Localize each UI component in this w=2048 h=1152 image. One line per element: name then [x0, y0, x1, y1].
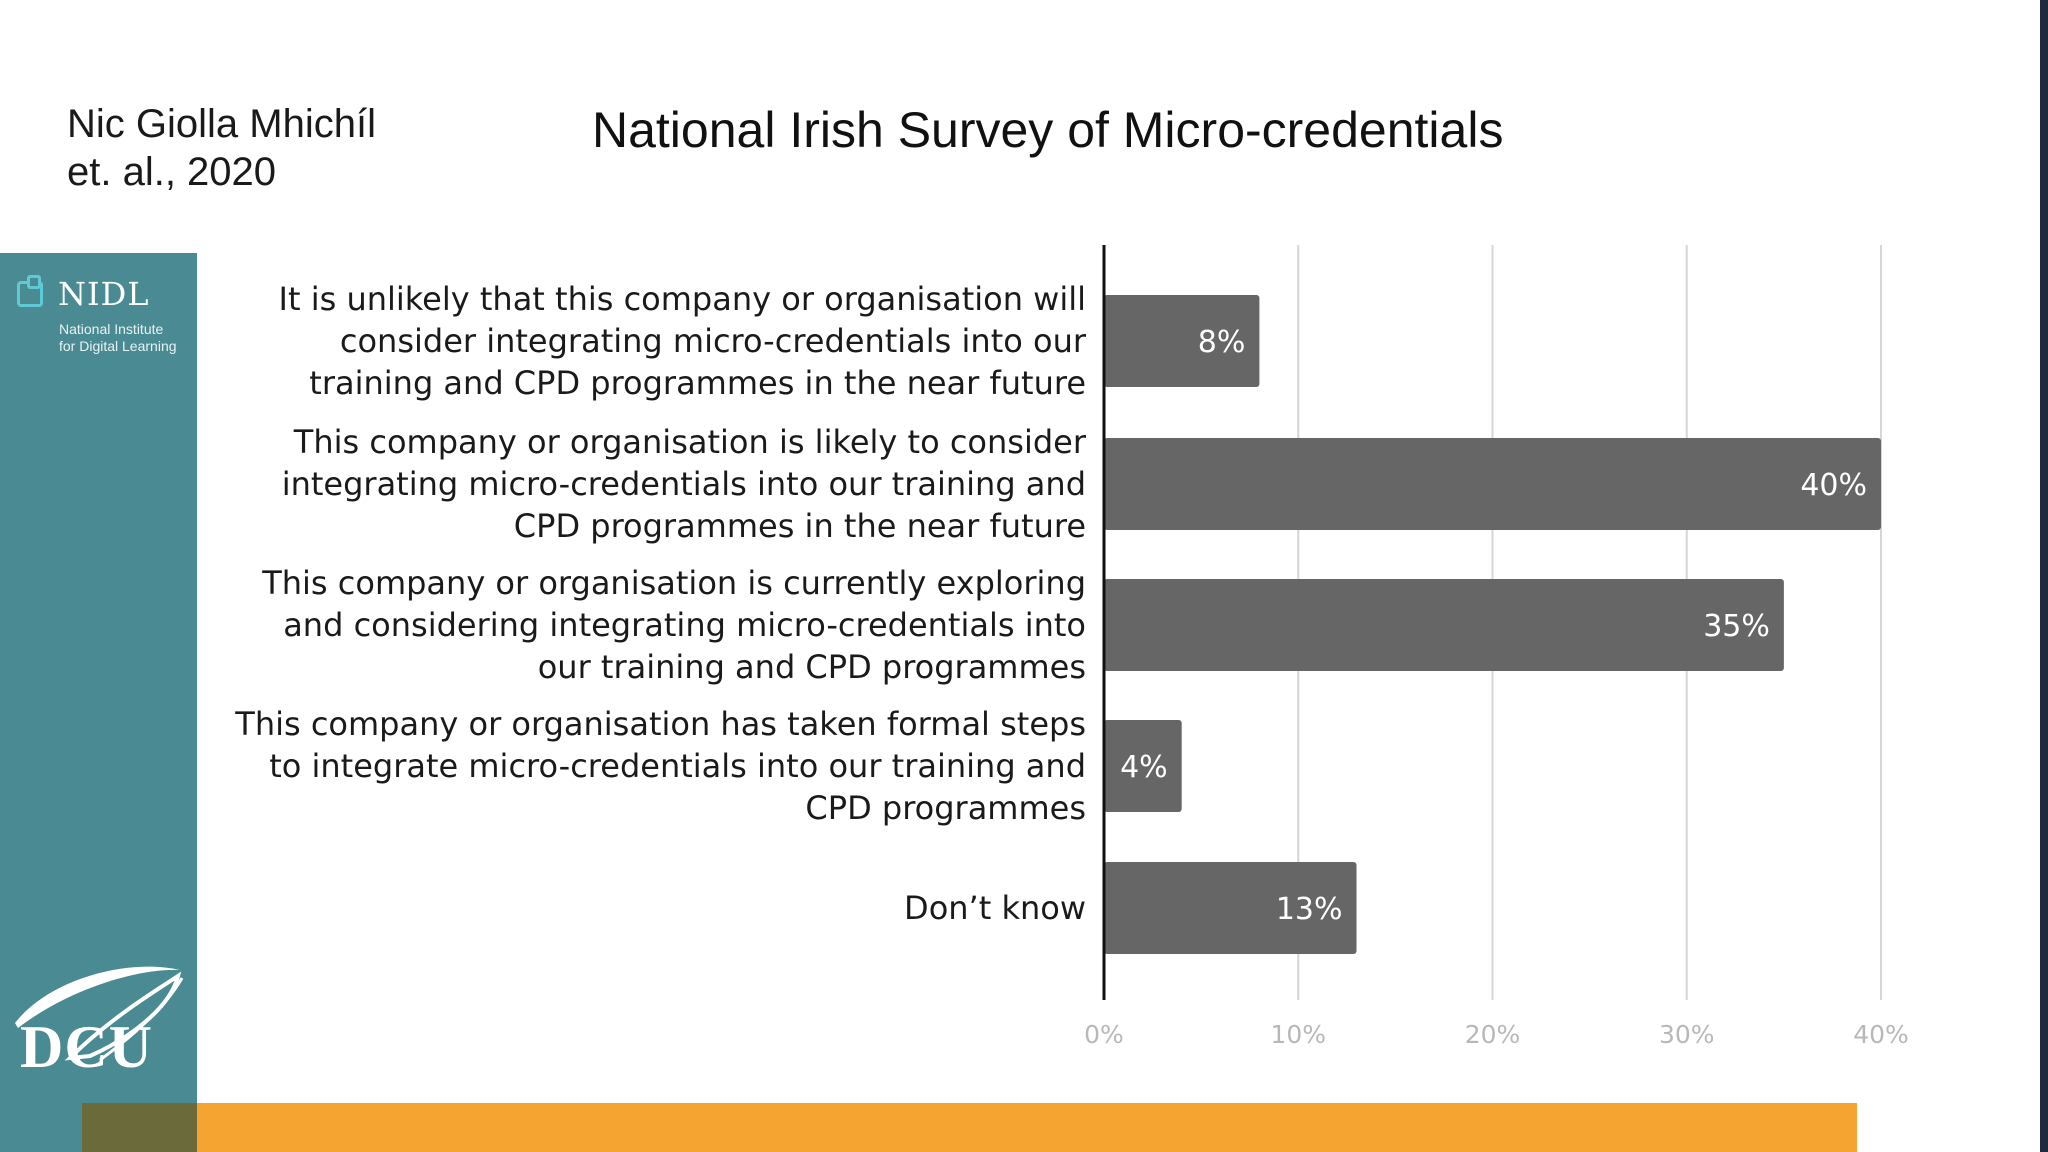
category-label-line: integrating micro-credentials into our t…: [282, 465, 1086, 503]
x-tick-label: 30%: [1659, 1020, 1715, 1049]
accent-bar: [82, 1103, 1857, 1152]
dcu-swoosh-icon: [15, 966, 184, 1062]
category-label-line: training and CPD programmes in the near …: [309, 364, 1086, 402]
category-label: This company or organisation is likely t…: [282, 423, 1087, 545]
category-label-line: consider integrating micro-credentials i…: [340, 322, 1087, 360]
sidebar-brand-panel: NIDL National Institute for Digital Lear…: [0, 253, 197, 1152]
category-label-line: This company or organisation is currentl…: [261, 564, 1086, 602]
window-edge: [2040, 0, 2048, 1152]
category-label-line: CPD programmes: [805, 789, 1086, 827]
category-label: This company or organisation is currentl…: [261, 564, 1086, 686]
bar-value-label: 4%: [1120, 750, 1168, 785]
nidl-logo-name: NIDL: [58, 275, 150, 313]
category-label: This company or organisation has taken f…: [234, 705, 1086, 827]
x-tick-label: 10%: [1270, 1020, 1326, 1049]
category-label-line: This company or organisation has taken f…: [234, 705, 1086, 743]
category-label: It is unlikely that this company or orga…: [279, 280, 1087, 402]
citation-line-1: Nic Giolla Mhichíl: [67, 102, 376, 146]
category-label-line: It is unlikely that this company or orga…: [279, 280, 1086, 318]
category-label-line: our training and CPD programmes: [538, 648, 1086, 686]
bar: [1104, 295, 1260, 387]
dcu-logo-name: DCU: [20, 1014, 153, 1080]
x-tick-label: 40%: [1853, 1020, 1909, 1049]
bar: [1104, 579, 1784, 671]
bar-value-label: 35%: [1703, 609, 1770, 644]
category-label-line: Don’t know: [904, 889, 1086, 927]
category-label-line: to integrate micro-credentials into our …: [269, 747, 1086, 785]
bar-value-label: 40%: [1800, 468, 1867, 503]
x-tick-label: 0%: [1084, 1020, 1124, 1049]
nidl-sub-line-1: National Institute: [59, 321, 164, 337]
category-label-line: This company or organisation is likely t…: [293, 423, 1087, 461]
x-tick-label: 20%: [1465, 1020, 1521, 1049]
bar-value-label: 8%: [1198, 325, 1246, 360]
citation-line-2: et. al., 2020: [67, 150, 277, 194]
citation: Nic Giolla Mhichíl et. al., 2020: [67, 100, 376, 196]
bar: [1104, 862, 1357, 954]
bar: [1104, 438, 1881, 530]
category-label-line: CPD programmes in the near future: [514, 507, 1086, 545]
accent-bar-overlap: [82, 1103, 197, 1152]
bar: [1104, 720, 1182, 812]
chart-title: National Irish Survey of Micro-credentia…: [592, 102, 1504, 158]
category-label: Don’t know: [904, 889, 1086, 927]
nidl-logo-subtitle: National Institute for Digital Learning: [59, 321, 209, 355]
bar-value-label: 13%: [1276, 892, 1343, 927]
nidl-logo-icon: [17, 275, 43, 307]
nidl-sub-line-2: for Digital Learning: [59, 338, 177, 354]
category-label-line: and considering integrating micro-creden…: [283, 606, 1086, 644]
